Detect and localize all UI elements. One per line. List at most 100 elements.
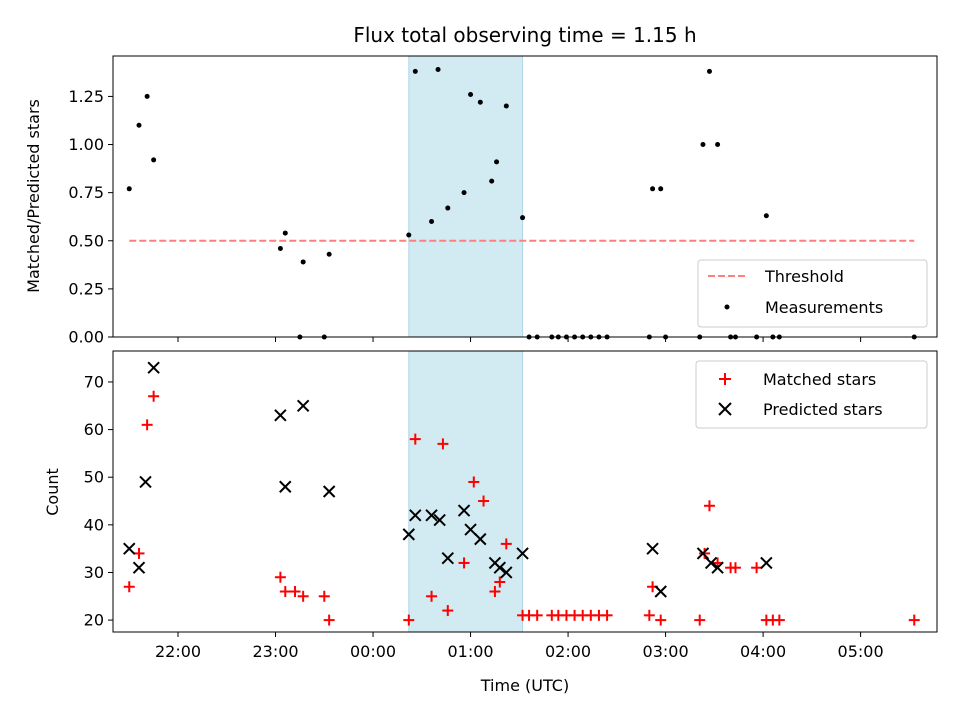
matched-star-point — [703, 500, 715, 512]
bottom-x-axis: 22:00 23:00 00:00 01:00 02:00 03:00 04:00 05:00 — [155, 632, 884, 661]
matched-star-point — [500, 538, 512, 550]
x-tick-label: 22:00 — [155, 642, 201, 661]
measurement-point — [136, 122, 142, 128]
predicted-star-point — [704, 556, 718, 570]
matched-star-point — [601, 609, 613, 621]
y-tick-label: 1.00 — [68, 135, 104, 154]
measurement-point — [277, 245, 283, 251]
legend-measurements-label: Measurements — [765, 298, 883, 317]
measurement-point — [503, 103, 509, 109]
predicted-star-point — [409, 509, 422, 522]
measurement-point — [412, 68, 418, 74]
measurement-point — [468, 91, 474, 97]
predicted-star-point — [322, 485, 336, 498]
y-tick-label: 30 — [84, 563, 104, 582]
matched-star-point — [643, 609, 655, 621]
predicted-star-point — [132, 561, 146, 574]
x-tick-label: 02:00 — [545, 642, 591, 661]
predicted-star-point — [457, 504, 471, 517]
predicted-star-point — [646, 542, 659, 555]
matched-star-point — [318, 590, 330, 602]
matched-star-point — [468, 476, 480, 488]
legend-measurements-swatch — [724, 304, 730, 310]
top-x-ticks — [177, 337, 862, 342]
observing-window-shade-bottom — [408, 350, 524, 633]
top-y-axis: 0.00 0.25 0.50 0.75 1.00 1.25 — [68, 87, 113, 347]
predicted-star-point — [711, 561, 724, 574]
y-tick-label: 20 — [84, 611, 104, 630]
y-tick-label: 40 — [84, 515, 104, 534]
measurement-point — [461, 190, 467, 196]
chart-title: Flux total observing time = 1.15 h — [353, 23, 696, 47]
legend-predicted-label: Predicted stars — [763, 400, 883, 419]
y-tick-label: 0.75 — [68, 183, 104, 202]
predicted-star-point — [493, 561, 507, 574]
x-tick-label: 04:00 — [740, 642, 786, 661]
matched-star-point — [494, 576, 506, 588]
matched-star-point — [409, 433, 421, 445]
predicted-star-point — [274, 409, 287, 422]
observing-window-shade-top — [408, 55, 524, 338]
measurement-point — [650, 186, 656, 192]
matched-star-point — [458, 557, 470, 569]
matched-star-point — [323, 614, 335, 626]
top-legend-box — [697, 259, 928, 328]
measurement-point — [494, 159, 500, 165]
measurement-point — [700, 142, 706, 148]
predicted-star-point — [441, 551, 455, 565]
count-panel: 20 30 40 50 60 70 22:00 23:00 00:00 01:00 02:00 03… — [43, 350, 938, 695]
measurement-point — [151, 157, 157, 163]
measurement-point — [282, 230, 288, 236]
x-tick-label: 23:00 — [252, 642, 298, 661]
bottom-axes-frame — [112, 350, 938, 633]
matched-star-point — [297, 590, 309, 602]
measurement-point — [126, 186, 132, 192]
matched-star-point — [141, 419, 153, 431]
legend-predicted-swatch — [718, 402, 732, 416]
predicted-star-point — [500, 566, 513, 579]
y-tick-label: 0.50 — [68, 231, 104, 250]
measurement-point — [658, 186, 664, 192]
matched-star-point — [908, 614, 920, 626]
bottom-legend-box — [695, 360, 928, 429]
top-y-axis-label: Matched/Predicted stars — [24, 99, 43, 293]
measurement-point — [763, 213, 769, 219]
top-legend: Threshold Measurements — [697, 259, 928, 328]
predicted-star-point — [464, 523, 477, 536]
measurement-point — [429, 219, 435, 225]
measurement-point — [706, 68, 712, 74]
matched-star-point — [699, 547, 711, 559]
predicted-star-point — [474, 532, 487, 546]
x-tick-label: 05:00 — [838, 642, 884, 661]
measurement-point — [520, 215, 526, 221]
predicted-star-point — [296, 399, 310, 412]
predicted-star-point — [654, 585, 667, 598]
legend-matched-label: Matched stars — [763, 370, 876, 389]
matched-star-point — [489, 586, 501, 598]
matched-star-point — [773, 614, 785, 626]
matched-star-point — [531, 609, 543, 621]
y-tick-label: 0.25 — [68, 279, 104, 298]
y-tick-label: 0.00 — [68, 328, 104, 347]
predicted-star-point — [402, 528, 416, 541]
matched-star-point — [279, 586, 291, 598]
y-tick-label: 70 — [84, 372, 104, 391]
measurement-point — [144, 93, 150, 99]
measurement-point — [300, 259, 306, 265]
x-tick-label: 00:00 — [350, 642, 396, 661]
matched-star-point — [478, 495, 490, 507]
legend-matched-swatch — [719, 373, 731, 385]
matched-star-point — [442, 605, 454, 617]
measurement-points — [126, 66, 917, 340]
measurement-point — [406, 232, 412, 238]
predicted-star-point — [279, 480, 292, 493]
top-axes-frame — [112, 55, 938, 338]
predicted-star-point — [123, 542, 136, 555]
matched-star-point — [123, 581, 135, 593]
x-tick-label: 01:00 — [447, 642, 493, 661]
predicted-star-point — [425, 509, 438, 522]
matched-star-point — [437, 438, 449, 450]
legend-threshold-label: Threshold — [764, 267, 844, 286]
y-tick-label: 50 — [84, 468, 104, 487]
